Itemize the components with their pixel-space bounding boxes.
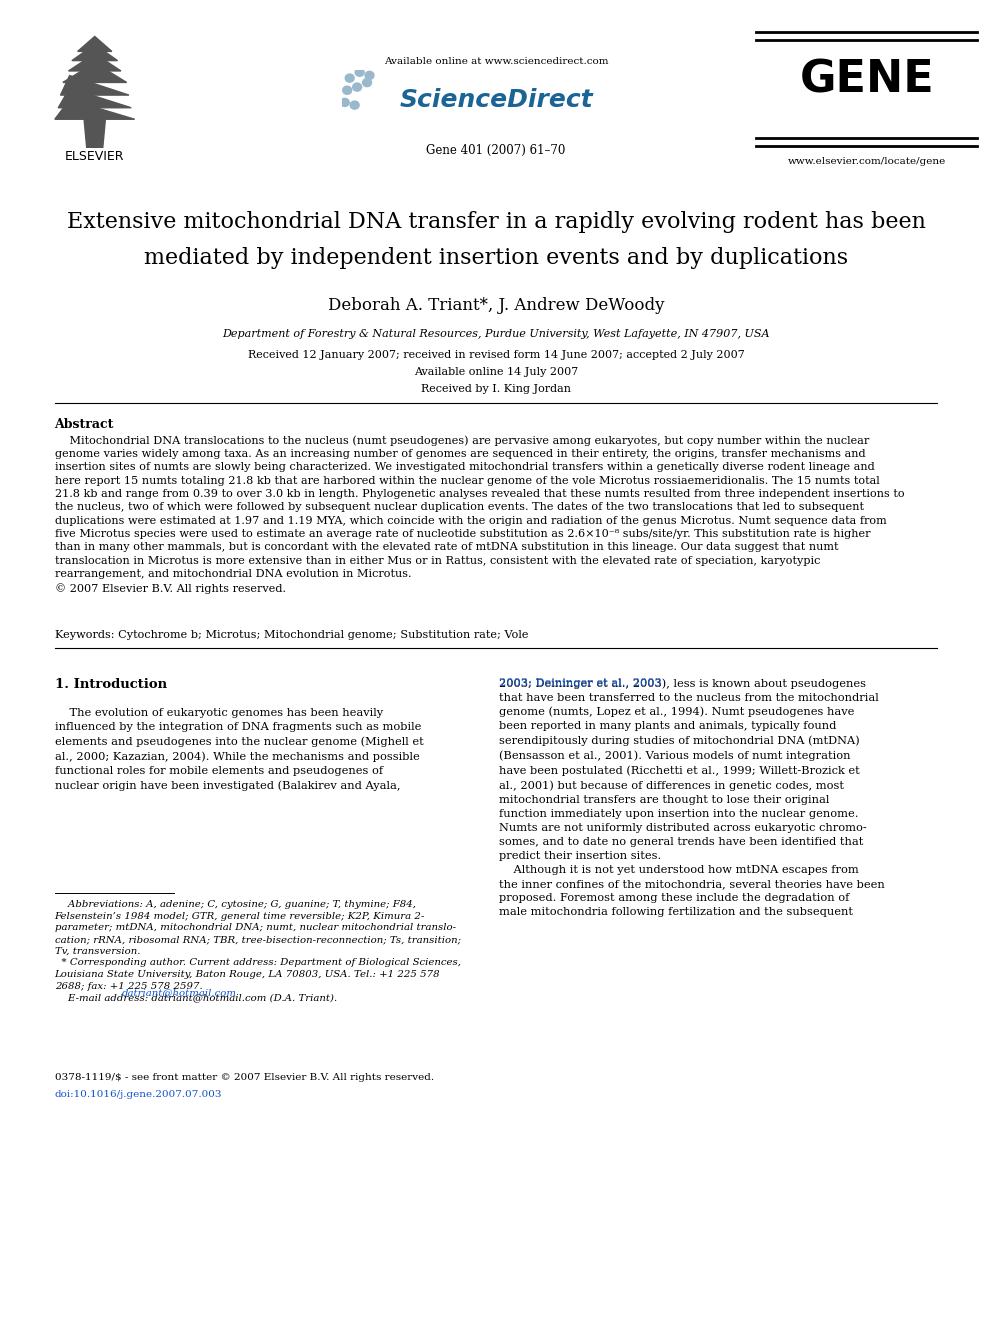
Text: 2003; Deininger et al., 2003), less is known about pseudogenes
that have been tr: 2003; Deininger et al., 2003), less is k… bbox=[499, 677, 885, 917]
Circle shape bbox=[352, 83, 361, 91]
Polygon shape bbox=[62, 64, 127, 82]
Text: www.elsevier.com/locate/gene: www.elsevier.com/locate/gene bbox=[788, 157, 946, 167]
Polygon shape bbox=[55, 99, 135, 119]
Polygon shape bbox=[59, 89, 131, 107]
Text: Received by I. King Jordan: Received by I. King Jordan bbox=[421, 384, 571, 394]
Text: Mitochondrial DNA translocations to the nucleus (numt pseudogenes) are pervasive: Mitochondrial DNA translocations to the … bbox=[55, 435, 904, 594]
Circle shape bbox=[362, 78, 371, 86]
Circle shape bbox=[340, 98, 349, 106]
Text: Keywords: Cytochrome b; Microtus; Mitochondrial genome; Substitution rate; Vole: Keywords: Cytochrome b; Microtus; Mitoch… bbox=[55, 630, 528, 640]
Circle shape bbox=[365, 71, 374, 79]
Polygon shape bbox=[83, 111, 106, 148]
Text: doi:10.1016/j.gene.2007.07.003: doi:10.1016/j.gene.2007.07.003 bbox=[55, 1090, 222, 1099]
Circle shape bbox=[345, 74, 354, 82]
Text: Available online 14 July 2007: Available online 14 July 2007 bbox=[414, 366, 578, 377]
Text: datriant@hotmail.com: datriant@hotmail.com bbox=[122, 988, 237, 998]
Text: Received 12 January 2007; received in revised form 14 June 2007; accepted 2 July: Received 12 January 2007; received in re… bbox=[248, 351, 744, 360]
Circle shape bbox=[342, 86, 351, 94]
Text: GENE: GENE bbox=[800, 58, 934, 102]
Text: Available online at www.sciencedirect.com: Available online at www.sciencedirect.co… bbox=[384, 57, 608, 66]
Text: 0378-1119/$ - see front matter © 2007 Elsevier B.V. All rights reserved.: 0378-1119/$ - see front matter © 2007 El… bbox=[55, 1073, 434, 1082]
Text: Department of Forestry & Natural Resources, Purdue University, West Lafayette, I: Department of Forestry & Natural Resourc… bbox=[222, 329, 770, 339]
Polygon shape bbox=[61, 75, 129, 95]
Polygon shape bbox=[71, 45, 118, 61]
Text: ELSEVIER: ELSEVIER bbox=[64, 149, 124, 163]
Circle shape bbox=[355, 69, 364, 77]
Polygon shape bbox=[68, 54, 121, 71]
Circle shape bbox=[350, 101, 359, 110]
Text: mediated by independent insertion events and by duplications: mediated by independent insertion events… bbox=[144, 247, 848, 269]
Text: Abbreviations: A, adenine; C, cytosine; G, guanine; T, thymine; F84,
Felsenstein: Abbreviations: A, adenine; C, cytosine; … bbox=[55, 900, 460, 1003]
Text: 1. Introduction: 1. Introduction bbox=[55, 677, 167, 691]
Text: Extensive mitochondrial DNA transfer in a rapidly evolving rodent has been: Extensive mitochondrial DNA transfer in … bbox=[66, 210, 926, 233]
Text: 2003; Deininger et al., 2003: 2003; Deininger et al., 2003 bbox=[499, 677, 662, 688]
Polygon shape bbox=[77, 37, 112, 52]
Text: The evolution of eukaryotic genomes has been heavily
influenced by the integrati: The evolution of eukaryotic genomes has … bbox=[55, 708, 424, 791]
Text: Abstract: Abstract bbox=[55, 418, 114, 431]
Text: Deborah A. Triant*, J. Andrew DeWoody: Deborah A. Triant*, J. Andrew DeWoody bbox=[327, 298, 665, 315]
Text: ScienceDirect: ScienceDirect bbox=[399, 89, 593, 112]
Text: Gene 401 (2007) 61–70: Gene 401 (2007) 61–70 bbox=[427, 143, 565, 156]
